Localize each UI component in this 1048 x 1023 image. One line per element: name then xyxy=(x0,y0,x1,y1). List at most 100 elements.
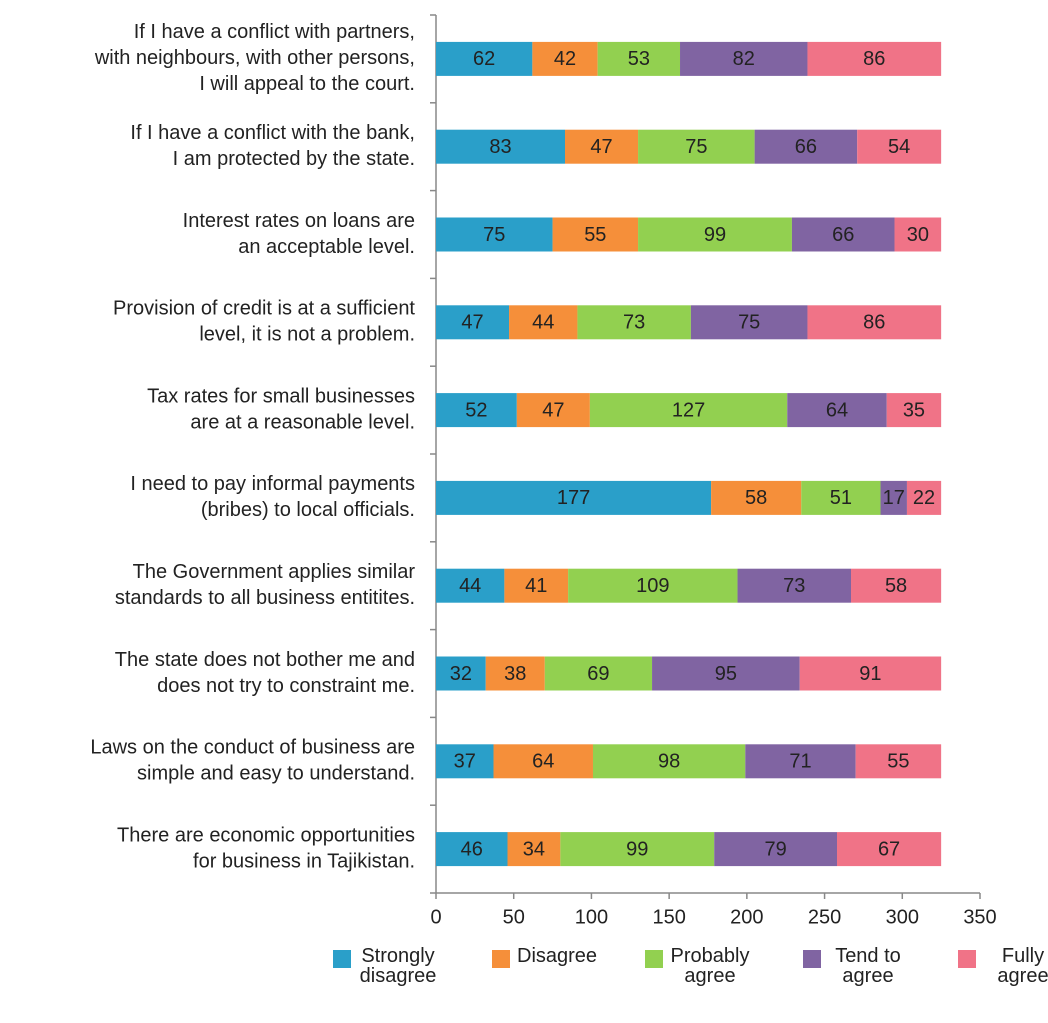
bar-segment xyxy=(436,393,517,428)
data-label: 83 xyxy=(489,136,511,158)
bar-segment xyxy=(690,305,808,340)
data-label: 127 xyxy=(672,399,705,421)
category-label: The Government applies similar xyxy=(133,561,416,583)
bar-segment xyxy=(560,832,715,867)
category-label: Interest rates on loans are xyxy=(183,210,415,232)
bar-segment xyxy=(509,305,578,340)
legend-item: Tend to agree xyxy=(803,946,908,986)
data-label: 47 xyxy=(542,399,564,421)
data-label: 62 xyxy=(473,48,495,70)
legend-item: Strongly disagree xyxy=(333,946,438,986)
data-label: 64 xyxy=(826,399,848,421)
bar-segment xyxy=(436,744,494,779)
bar-segment xyxy=(807,305,942,340)
category-label: I am protected by the state. xyxy=(173,148,415,170)
bar-segment xyxy=(906,480,942,515)
data-label: 46 xyxy=(461,838,483,860)
data-label: 38 xyxy=(504,663,526,685)
data-label: 177 xyxy=(557,487,590,509)
bar-segment xyxy=(597,41,681,76)
bar-segment xyxy=(592,744,746,779)
x-tick-label: 50 xyxy=(503,906,525,928)
data-label: 47 xyxy=(461,312,483,334)
data-label: 71 xyxy=(789,751,811,773)
bar-segment xyxy=(787,393,887,428)
category-label: Tax rates for small businesses xyxy=(147,385,415,407)
bar-segment xyxy=(516,393,590,428)
bar-segment xyxy=(532,41,598,76)
bar-segment xyxy=(652,656,800,691)
legend-label: Fully agree xyxy=(997,945,1048,987)
data-label: 35 xyxy=(903,399,925,421)
category-label: level, it is not a problem. xyxy=(199,324,415,346)
data-label: 67 xyxy=(878,838,900,860)
x-tick-label: 300 xyxy=(886,906,919,928)
x-tick-label: 100 xyxy=(575,906,608,928)
category-label: There are economic opportunities xyxy=(117,824,415,846)
x-tick-label: 200 xyxy=(730,906,763,928)
legend-item: Fully agree xyxy=(958,946,1048,986)
data-label: 69 xyxy=(587,663,609,685)
legend-swatch xyxy=(645,950,663,968)
category-label: does not try to constraint me. xyxy=(157,675,415,697)
legend-swatch xyxy=(333,950,351,968)
data-label: 37 xyxy=(454,751,476,773)
category-label: Laws on the conduct of business are xyxy=(90,737,415,759)
legend-item: Disagree xyxy=(492,946,597,968)
data-label: 54 xyxy=(888,136,910,158)
legend-label: Tend to agree xyxy=(835,945,901,987)
data-label: 66 xyxy=(795,136,817,158)
bar-segment xyxy=(791,217,895,252)
bar-segment xyxy=(638,217,792,252)
data-label: 99 xyxy=(626,838,648,860)
data-label: 22 xyxy=(913,487,935,509)
data-label: 55 xyxy=(584,224,606,246)
bar-segment xyxy=(711,480,802,515)
data-label: 55 xyxy=(887,751,909,773)
bar-segment xyxy=(737,568,851,603)
data-label: 32 xyxy=(450,663,472,685)
bar-segment xyxy=(436,129,566,164)
data-label: 86 xyxy=(863,48,885,70)
data-label: 64 xyxy=(532,751,554,773)
bar-segment xyxy=(680,41,808,76)
legend-label: Disagree xyxy=(517,945,598,967)
bar-segment xyxy=(807,41,942,76)
bar-segment xyxy=(745,744,856,779)
data-label: 91 xyxy=(859,663,881,685)
data-label: 86 xyxy=(863,312,885,334)
data-label: 82 xyxy=(733,48,755,70)
bar-segment xyxy=(436,656,486,691)
category-label: standards to all business entitites. xyxy=(115,587,415,609)
bar-segment xyxy=(504,568,569,603)
category-label: with neighbours, with other persons, xyxy=(94,47,415,69)
bar-segment xyxy=(507,832,561,867)
data-label: 75 xyxy=(685,136,707,158)
bar-segment xyxy=(436,217,553,252)
data-label: 42 xyxy=(554,48,576,70)
bar-segment xyxy=(894,217,942,252)
category-label: I need to pay informal payments xyxy=(130,473,415,495)
legend-swatch xyxy=(958,950,976,968)
bar-segment xyxy=(638,129,755,164)
bar-segment xyxy=(493,744,593,779)
data-label: 73 xyxy=(623,312,645,334)
bar-segment xyxy=(577,305,691,340)
x-tick-label: 350 xyxy=(963,906,996,928)
x-tick-label: 0 xyxy=(430,906,441,928)
category-label: are at a reasonable level. xyxy=(190,411,415,433)
data-label: 17 xyxy=(883,487,905,509)
bar-segment xyxy=(565,129,639,164)
legend-label: Probably agree xyxy=(670,945,750,987)
bar-segment xyxy=(544,656,653,691)
data-label: 51 xyxy=(830,487,852,509)
data-label: 75 xyxy=(738,312,760,334)
data-label: 44 xyxy=(532,312,554,334)
category-label: for business in Tajikistan. xyxy=(193,850,415,872)
legend-swatch xyxy=(803,950,821,968)
data-label: 79 xyxy=(764,838,786,860)
bar-segment xyxy=(880,480,907,515)
bar-segment xyxy=(436,305,510,340)
data-label: 53 xyxy=(628,48,650,70)
